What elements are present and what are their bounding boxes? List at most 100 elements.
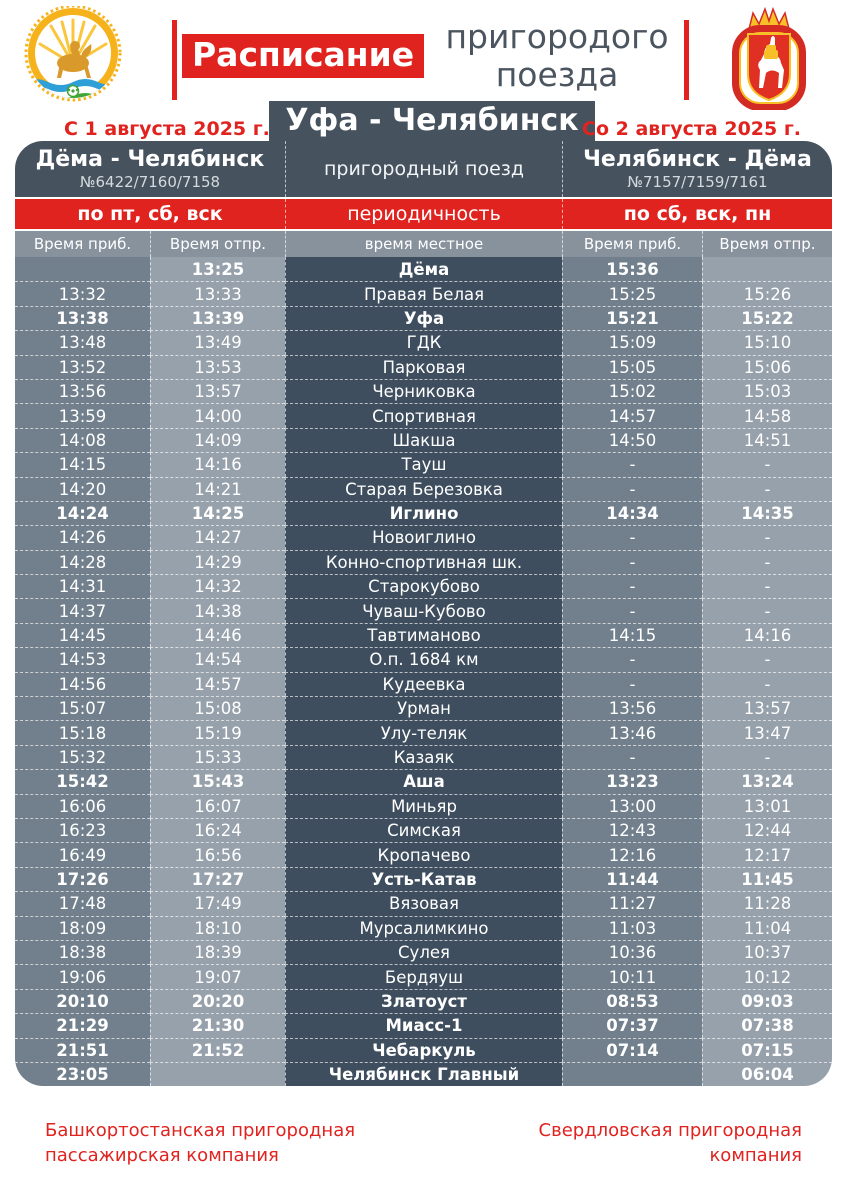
arrival-time-cell: 14:15: [15, 452, 150, 477]
departure-time-cell: 14:09: [150, 427, 285, 453]
station-cell: Конно-спортивная шк.: [285, 549, 562, 575]
departure-time-cell: 14:32: [150, 574, 285, 599]
departure-time-cell: 11:28: [702, 891, 832, 916]
table-row: 15:42 15:43 Аша 13:23 13:24: [15, 769, 832, 794]
departure-time-cell: 14:57: [150, 671, 285, 697]
table-row: 14:08 14:09 Шакша 14:50 14:51: [15, 427, 832, 453]
backward-days: по сб, вск, пн: [562, 199, 832, 229]
departure-time-cell: 14:38: [150, 598, 285, 623]
arrival-time-cell: 15:02: [562, 378, 702, 404]
column-header-arrival: Время приб.: [562, 231, 702, 257]
departure-time-cell: 14:16: [150, 452, 285, 477]
arrival-time-cell: -: [562, 574, 702, 599]
arrival-time-cell: 13:32: [15, 281, 150, 306]
header-divider-left: [172, 20, 177, 100]
arrival-time-cell: 18:38: [15, 939, 150, 965]
table-row: 17:26 17:27 Усть-Катав 11:44 11:45: [15, 866, 832, 892]
train-type-header: пригородный поезд: [285, 141, 562, 197]
table-row: 15:07 15:08 Урман 13:56 13:57: [15, 696, 832, 721]
departure-time-cell: 14:29: [150, 549, 285, 575]
arrival-time-cell: 14:31: [15, 574, 150, 599]
table-row: 14:20 14:21 Старая Березовка - -: [15, 476, 832, 501]
departure-time-cell: 12:17: [702, 842, 832, 867]
arrival-time-cell: 12:16: [562, 842, 702, 867]
column-header-arrival: Время приб.: [33, 235, 132, 253]
periodicity-label: периодичность: [285, 199, 562, 229]
table-row: 15:32 15:33 Казаяк - -: [15, 744, 832, 770]
station-cell: Златоуст: [285, 988, 562, 1014]
departure-time-cell: 15:22: [702, 305, 832, 331]
arrival-time-cell: -: [562, 598, 702, 623]
arrival-time-cell: 13:59: [15, 403, 150, 428]
departure-time-cell: -: [702, 452, 832, 477]
departure-time-cell: 13:47: [702, 720, 832, 745]
arrival-time-cell: 14:45: [15, 622, 150, 648]
departure-time-cell: 16:56: [150, 842, 285, 867]
arrival-time-cell: 16:23: [15, 817, 150, 843]
column-header-departure: Время отпр.: [150, 231, 285, 257]
table-row: 13:38 13:39 Уфа 15:21 15:22: [15, 305, 832, 331]
arrival-time-cell: 13:38: [15, 305, 150, 331]
departure-time-cell: 11:04: [702, 915, 832, 940]
arrival-time-cell: 14:57: [562, 403, 702, 428]
departure-time-cell: 15:33: [150, 744, 285, 770]
table-row: 13:59 14:00 Спортивная 14:57 14:58: [15, 403, 832, 428]
station-cell: О.п. 1684 км: [285, 647, 562, 672]
table-row: 14:26 14:27 Новоиглино - -: [15, 525, 832, 550]
arrival-time-cell: [15, 257, 150, 282]
departure-time-cell: 13:57: [150, 378, 285, 404]
arrival-time-cell: 17:26: [15, 866, 150, 892]
departure-time-cell: 13:25: [150, 257, 285, 282]
table-row: 20:10 20:20 Златоуст 08:53 09:03: [15, 988, 832, 1014]
station-cell: Урман: [285, 696, 562, 721]
departure-time-cell: 15:08: [150, 696, 285, 721]
column-header-local-time: время местное: [285, 231, 562, 257]
departure-time-cell: 18:10: [150, 915, 285, 940]
date-forward: С 1 августа 2025 г.: [64, 118, 270, 140]
table-row: 13:52 13:53 Парковая 15:05 15:06: [15, 354, 832, 379]
arrival-time-cell: 15:18: [15, 720, 150, 745]
arrival-time-cell: -: [562, 549, 702, 575]
arrival-time-cell: [562, 1061, 702, 1087]
departure-time-cell: -: [702, 476, 832, 501]
station-cell: Новоиглино: [285, 525, 562, 550]
arrival-time-cell: 13:46: [562, 720, 702, 745]
arrival-time-cell: 14:56: [15, 671, 150, 697]
departure-time-cell: 06:04: [702, 1061, 832, 1087]
departure-time-cell: 21:52: [150, 1037, 285, 1062]
station-cell: Миасс-1: [285, 1013, 562, 1038]
arrival-time-cell: 13:00: [562, 793, 702, 818]
effective-dates: С 1 августа 2025 г. Со 2 августа 2025 г.: [64, 118, 801, 140]
route-title: Уфа - Челябинск: [269, 100, 595, 145]
departure-time-cell: 14:58: [702, 403, 832, 428]
arrival-time-cell: 23:05: [15, 1061, 150, 1087]
departure-time-cell: 16:07: [150, 793, 285, 818]
departure-time-cell: 15:06: [702, 354, 832, 379]
station-cell: Усть-Катав: [285, 866, 562, 892]
title-rest: пригородого поезда: [445, 17, 669, 94]
departure-time-cell: 13:01: [702, 793, 832, 818]
departure-time-cell: 20:20: [150, 988, 285, 1014]
station-cell: ГДК: [285, 330, 562, 355]
arrival-time-cell: 21:51: [15, 1037, 150, 1062]
departure-time-cell: -: [702, 525, 832, 550]
station-cell: Иглино: [285, 500, 562, 526]
table-row: 16:23 16:24 Симская 12:43 12:44: [15, 817, 832, 843]
table-row: 14:28 14:29 Конно-спортивная шк. - -: [15, 549, 832, 575]
table-row: 21:29 21:30 Миасс-1 07:37 07:38: [15, 1013, 832, 1038]
station-cell: Симская: [285, 817, 562, 843]
arrival-time-cell: 07:37: [562, 1013, 702, 1038]
title-highlight: Расписание: [182, 33, 425, 78]
station-cell: Старая Березовка: [285, 476, 562, 501]
arrival-time-cell: 14:15: [562, 622, 702, 648]
arrival-time-cell: -: [562, 476, 702, 501]
arrival-time-cell: 13:52: [15, 354, 150, 379]
station-cell: Кропачево: [285, 842, 562, 867]
train-type-label: пригородный поезд: [323, 158, 525, 180]
station-cell: Чебаркуль: [285, 1037, 562, 1062]
station-cell: Правая Белая: [285, 281, 562, 306]
timetable: Дёма - Челябинск №6422/7160/7158 пригоро…: [15, 141, 832, 1087]
table-row: 13:48 13:49 ГДК 15:09 15:10: [15, 330, 832, 355]
arrival-time-cell: 15:05: [562, 354, 702, 379]
footer: Башкортостанская пригородная пассажирска…: [45, 1118, 802, 1168]
